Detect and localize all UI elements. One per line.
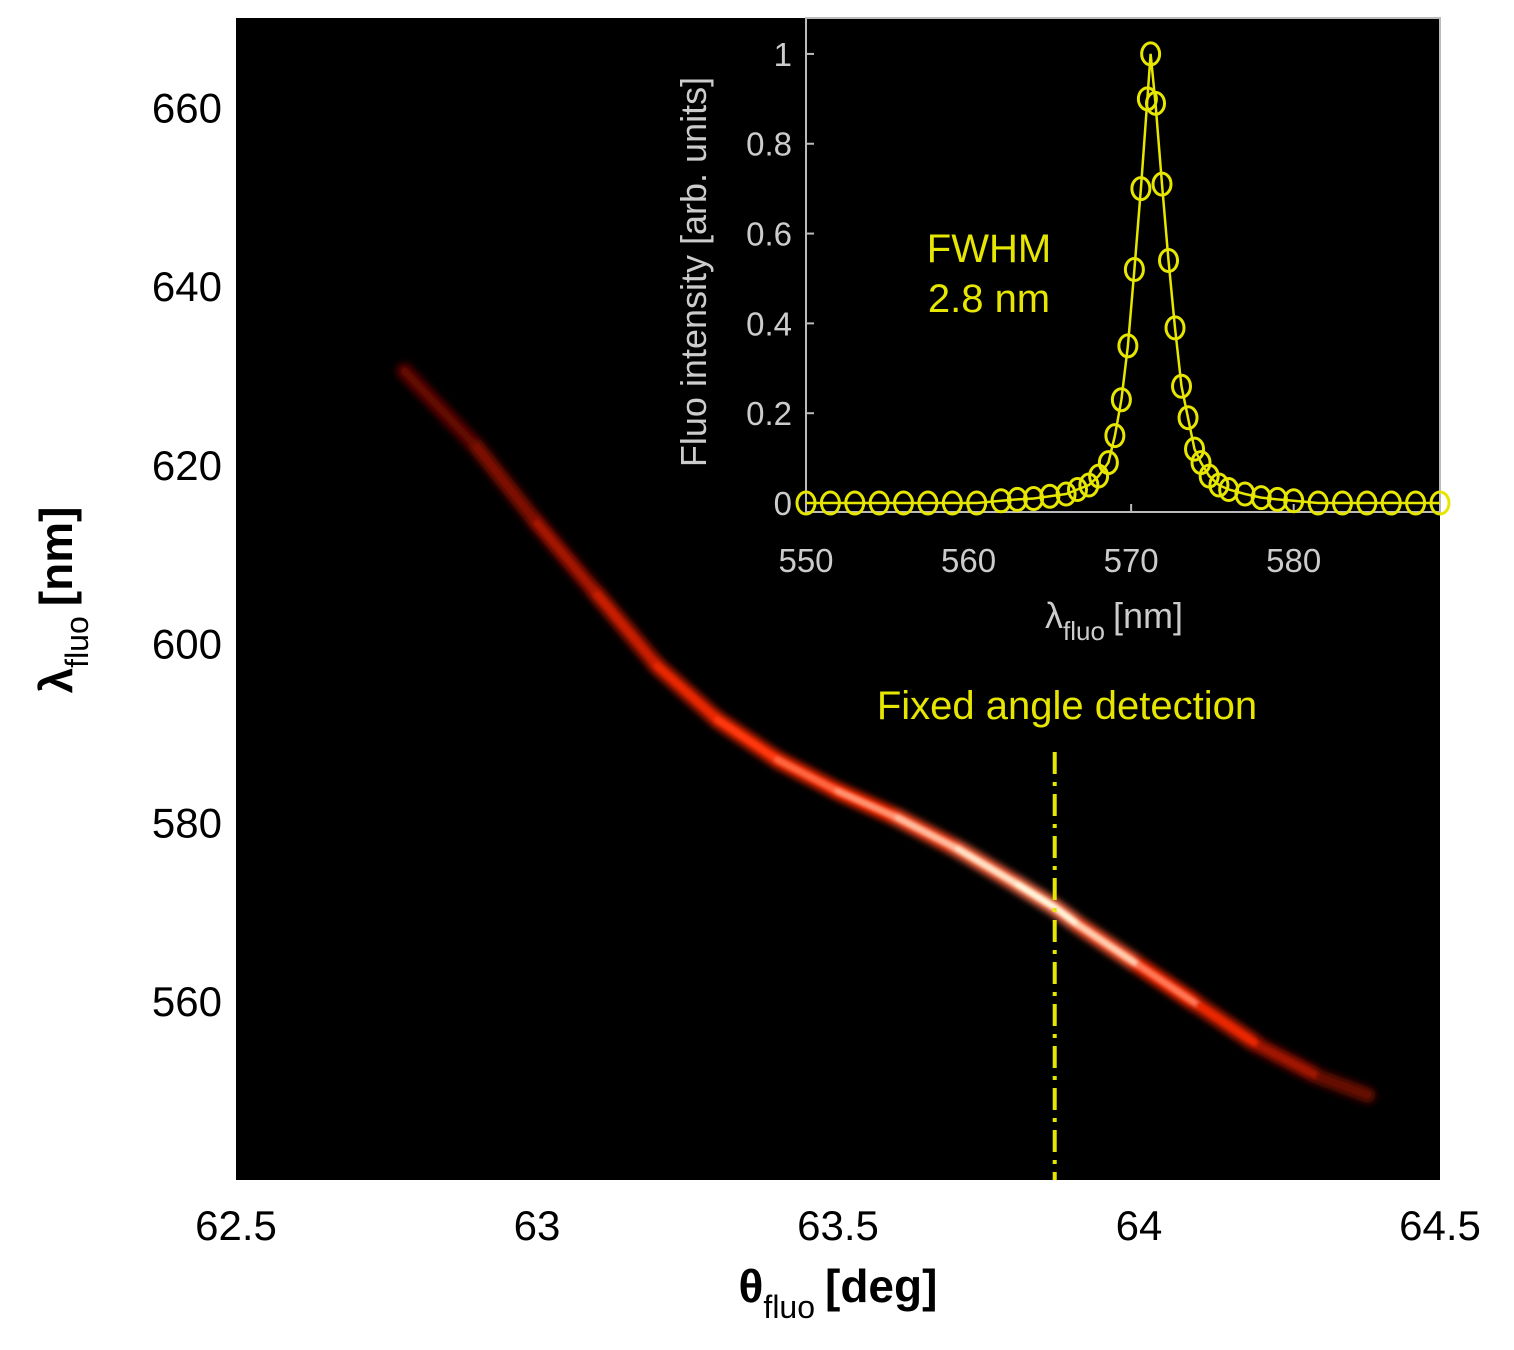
ridge-segment — [1015, 881, 1059, 911]
main-y-tick-label: 640 — [152, 263, 222, 310]
inset-data-point — [990, 488, 1012, 514]
inset-x-tick-label: 550 — [778, 542, 833, 579]
inset-data-point — [1145, 90, 1167, 116]
inset-data-point — [1250, 485, 1272, 511]
inset-data-point — [1171, 373, 1193, 399]
ridge-segment — [714, 716, 782, 764]
inset-data-point — [1023, 486, 1045, 512]
inset-data-point — [1331, 490, 1353, 516]
ridge-segment — [834, 787, 902, 822]
main-x-tick-label: 64.5 — [1399, 1202, 1481, 1249]
inset-data-point — [1429, 490, 1451, 516]
main-x-tick-label: 64 — [1116, 1202, 1163, 1249]
inset-series-fluo-intensity — [795, 41, 1451, 516]
inset-data-point — [795, 490, 817, 516]
heatmap-ridge — [396, 363, 1376, 1104]
inset-data-point — [1184, 436, 1206, 462]
ridge-segment — [653, 662, 722, 724]
inset-fwhm-value: 2.8 nm — [928, 277, 1050, 321]
ridge-segment — [401, 367, 481, 451]
main-y-tick-label: 620 — [152, 442, 222, 489]
inset-y-tick-label: 0.4 — [746, 305, 792, 342]
ridge-segment — [1195, 1002, 1263, 1050]
inset-x-tick-label: 570 — [1104, 542, 1159, 579]
ridge-segment — [1255, 1042, 1324, 1081]
inset-data-point — [1266, 486, 1288, 512]
inset-data-point — [1283, 488, 1305, 514]
ridge-segment — [1075, 921, 1143, 969]
fixed-angle-label: Fixed angle detection — [877, 684, 1257, 728]
ridge-segment — [1316, 1073, 1372, 1099]
inset-fwhm-label: FWHM — [927, 227, 1051, 271]
main-x-tick-label: 63.5 — [797, 1202, 879, 1249]
ridge-segment — [473, 443, 541, 527]
ridge-segment — [954, 845, 1023, 889]
inset-data-point — [1405, 490, 1427, 516]
inset-x-axis-label: λfluo [nm] — [1045, 595, 1183, 646]
ridge-segment — [533, 519, 601, 599]
inset-y-tick-labels: 0 0.2 0.4 0.6 0.8 1 — [746, 36, 814, 522]
inset-data-point — [1123, 256, 1145, 282]
main-x-tick-labels: 62.5 63 63.5 64 64.5 — [195, 1202, 1481, 1249]
inset-data-point — [893, 490, 915, 516]
inset-data-point — [1066, 477, 1088, 503]
inset-y-axis-label: Fluo intensity [arb. units] — [673, 77, 714, 467]
inset-data-point — [1006, 486, 1028, 512]
inset-x-tick-labels: 550 560 570 580 — [778, 504, 1321, 579]
main-y-tick-label: 600 — [152, 621, 222, 668]
inset-data-point — [1039, 483, 1061, 509]
inset-data-point — [819, 490, 841, 516]
inset-data-point — [1140, 41, 1162, 67]
inset-data-point — [1164, 315, 1186, 341]
main-y-axis-label: λfluo[nm] — [30, 507, 95, 694]
ridge-core — [401, 367, 1372, 1099]
inset-data-point — [844, 490, 866, 516]
inset-y-tick-label: 0.8 — [746, 126, 792, 163]
inset-x-tick-label: 560 — [941, 542, 996, 579]
inset-data-point — [868, 490, 890, 516]
inset-data-point — [1104, 423, 1126, 449]
ridge-segment — [774, 756, 842, 795]
inset-data-point — [1110, 387, 1132, 413]
ridge-segment — [1135, 961, 1203, 1010]
inset-data-point — [1151, 171, 1173, 197]
ridge-segment — [894, 814, 962, 853]
inset-data-point — [1130, 176, 1152, 202]
inset-data-point — [1177, 405, 1199, 431]
main-y-tick-labels: 560 580 600 620 640 660 — [152, 84, 222, 1025]
main-y-tick-label: 580 — [152, 799, 222, 846]
ridge-segment — [1051, 903, 1083, 929]
inset-data-point — [1380, 490, 1402, 516]
inset-data-point — [941, 490, 963, 516]
inset-y-tick-label: 1 — [774, 36, 792, 73]
inset-data-point — [1097, 450, 1119, 476]
main-x-tick-label: 63 — [514, 1202, 561, 1249]
main-y-tick-label: 660 — [152, 84, 222, 131]
inset-data-point — [1208, 472, 1230, 498]
inset-data-point — [1158, 248, 1180, 274]
main-x-axis-label: θfluo [deg] — [739, 1260, 938, 1325]
main-y-tick-label: 560 — [152, 978, 222, 1025]
main-x-tick-label: 62.5 — [195, 1202, 277, 1249]
inset-data-point — [1356, 490, 1378, 516]
inset-data-point — [1307, 490, 1329, 516]
inset-y-tick-label: 0 — [774, 485, 792, 522]
inset-x-tick-label: 580 — [1266, 542, 1321, 579]
inset-y-tick-label: 0.2 — [746, 395, 792, 432]
inset-data-point — [966, 490, 988, 516]
inset-y-tick-label: 0.6 — [746, 216, 792, 253]
inset-data-point — [917, 490, 939, 516]
ridge-segment — [593, 591, 661, 670]
inset-data-point — [1055, 481, 1077, 507]
inset-data-point — [1117, 333, 1139, 359]
